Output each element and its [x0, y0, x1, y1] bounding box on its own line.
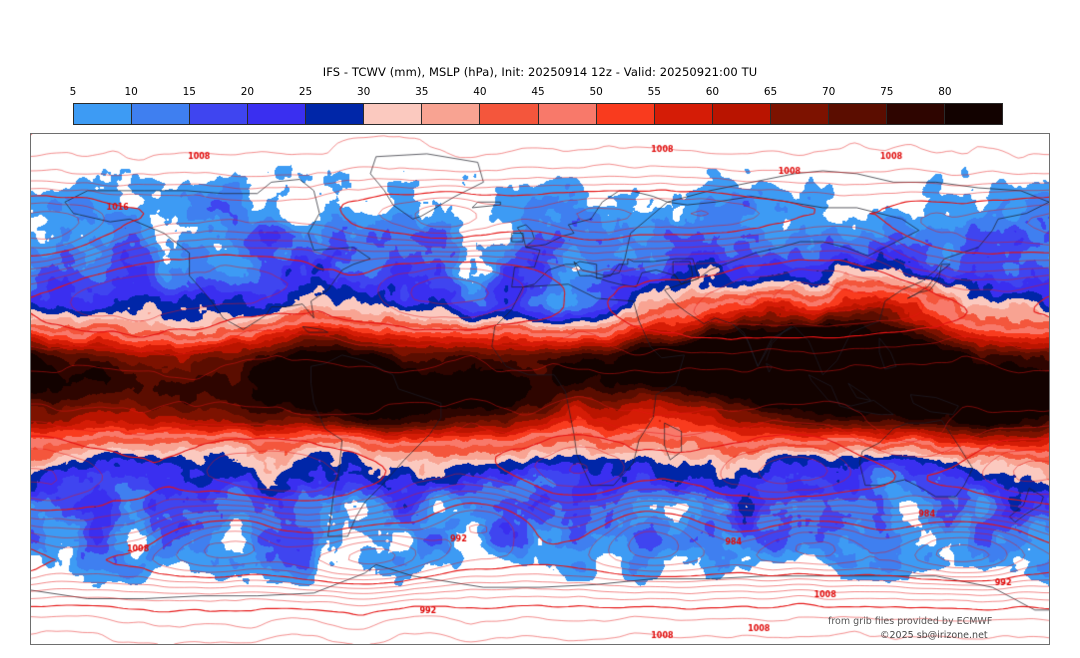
colorbar-tick-label: 30	[356, 86, 371, 98]
colorbar-tick-label: 80	[938, 86, 952, 98]
map-frame[interactable]	[30, 133, 1050, 645]
colorbar-tick-label: 60	[705, 86, 720, 98]
colorbar-swatch	[770, 104, 829, 124]
colorbar-swatch	[306, 104, 365, 124]
colorbar-swatch	[132, 104, 191, 124]
colorbar-tick-label: 10	[124, 86, 138, 98]
colorbar-tick-label: 20	[240, 86, 255, 98]
colorbar-tick-label: 45	[531, 86, 545, 98]
attribution-copyright: ©2025 sb@irizone.net	[880, 630, 988, 641]
colorbar-swatch	[248, 104, 307, 124]
colorbar-tick-label: 40	[473, 86, 487, 98]
colorbar-swatch	[190, 104, 249, 124]
colorbar-tick-label: 50	[589, 86, 603, 98]
colorbar-tick-label: 35	[415, 86, 429, 98]
chart-title: IFS - TCWV (mm), MSLP (hPa), Init: 20250…	[322, 65, 758, 79]
colorbar-tick-label: 25	[298, 86, 313, 98]
colorbar-swatches	[73, 103, 1003, 125]
colorbar-swatch	[886, 104, 945, 124]
colorbar-tick-labels: 5 10 15 20 25 30 35 40 45 50 55 60 65 70 75 80	[69, 86, 1003, 102]
colorbar-swatch	[480, 104, 539, 124]
colorbar-tick-label: 55	[647, 86, 661, 98]
colorbar-tick-label: 70	[821, 86, 836, 98]
colorbar-swatch	[712, 104, 771, 124]
colorbar-tick-label: 15	[182, 86, 196, 98]
colorbar-tick-label: 65	[763, 86, 778, 98]
map-canvas[interactable]	[31, 134, 1049, 644]
colorbar-swatch	[828, 104, 887, 124]
colorbar-swatch	[74, 104, 133, 124]
colorbar-tick-label: 75	[880, 86, 894, 98]
colorbar-swatch	[596, 104, 655, 124]
colorbar-swatch	[654, 104, 713, 124]
colorbar-swatch	[364, 104, 423, 124]
colorbar-tick-label: 5	[69, 86, 77, 98]
colorbar-swatch	[944, 104, 1002, 124]
colorbar-swatch	[422, 104, 481, 124]
colorbar: 5 10 15 20 25 30 35 40 45 50 55 60 65 70 75 80	[69, 86, 1003, 126]
colorbar-swatch	[538, 104, 597, 124]
attribution-source: from grib files provided by ECMWF	[828, 616, 993, 627]
